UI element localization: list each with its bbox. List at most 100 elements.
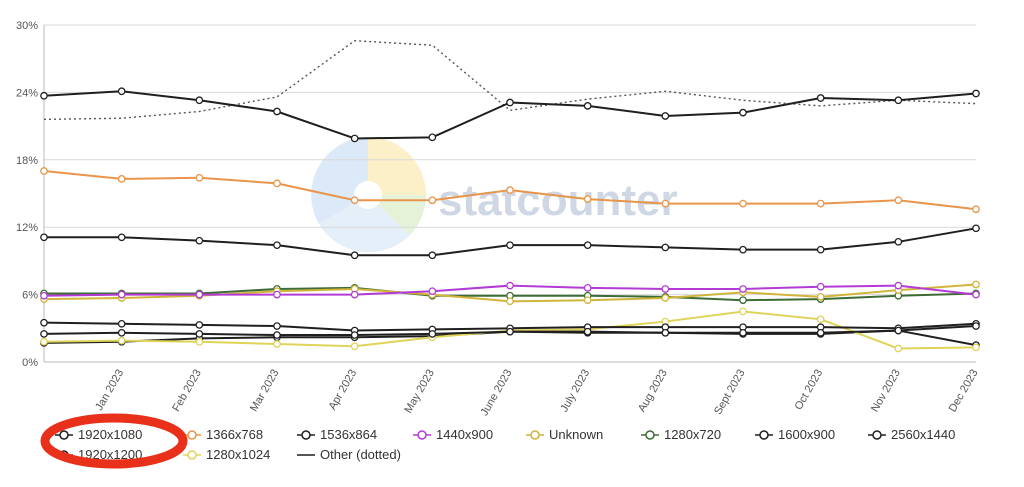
series-line[interactable] (43, 40, 977, 121)
data-point[interactable] (195, 330, 204, 338)
data-point[interactable] (661, 112, 670, 120)
data-point[interactable] (350, 196, 359, 205)
data-point[interactable] (894, 281, 903, 290)
data-point[interactable] (350, 290, 359, 299)
data-point[interactable] (816, 245, 825, 254)
data-point[interactable] (117, 290, 126, 299)
data-point[interactable] (350, 342, 359, 351)
data-point[interactable] (350, 134, 359, 143)
data-point[interactable] (894, 237, 903, 246)
data-point[interactable] (972, 89, 980, 98)
legend-item[interactable]: 2560x1440 (868, 427, 955, 442)
legend-item[interactable]: Other (dotted) (297, 447, 401, 462)
data-point[interactable] (40, 291, 48, 300)
data-point[interactable] (739, 108, 747, 117)
data-point[interactable] (40, 167, 48, 175)
data-point[interactable] (273, 322, 281, 330)
legend-item[interactable]: 1280x720 (641, 427, 721, 442)
data-point[interactable] (195, 321, 204, 329)
series-1366x768[interactable] (40, 167, 980, 214)
legend-item[interactable]: 1536x864 (297, 427, 377, 442)
data-point[interactable] (117, 328, 126, 337)
legend-item[interactable]: Unknown (526, 427, 603, 442)
data-point[interactable] (117, 87, 126, 96)
data-point[interactable] (506, 241, 514, 250)
data-point[interactable] (816, 199, 825, 208)
data-point[interactable] (428, 196, 437, 205)
data-point[interactable] (583, 195, 592, 203)
data-point[interactable] (972, 343, 980, 352)
data-point[interactable] (972, 205, 980, 214)
data-point[interactable] (894, 326, 903, 335)
data-point[interactable] (661, 285, 670, 293)
data-point[interactable] (972, 224, 980, 233)
legend-item[interactable]: 1280x1024 (183, 447, 270, 462)
data-point[interactable] (117, 233, 126, 242)
data-point[interactable] (40, 330, 48, 338)
data-point[interactable] (506, 281, 514, 290)
series-1536x864[interactable] (40, 224, 980, 260)
data-point[interactable] (894, 96, 903, 105)
data-point[interactable] (428, 330, 437, 338)
data-point[interactable] (506, 186, 514, 194)
data-point[interactable] (583, 284, 592, 292)
legend-item[interactable]: 1440x900 (413, 427, 493, 442)
series-1440x900[interactable] (40, 281, 980, 300)
data-point[interactable] (40, 233, 48, 242)
data-point[interactable] (506, 327, 514, 336)
series-other-dotted-[interactable] (43, 40, 977, 121)
data-point[interactable] (739, 245, 747, 254)
legend[interactable]: 1920x1080 1366x768 1536x864 1440x900 Unknown… (55, 427, 955, 462)
data-point[interactable] (273, 241, 281, 250)
data-point[interactable] (195, 173, 204, 182)
legend-item[interactable]: 1366x768 (183, 427, 263, 442)
data-point[interactable] (661, 328, 670, 337)
data-point[interactable] (117, 175, 126, 183)
data-point[interactable] (739, 285, 747, 293)
data-point[interactable] (816, 282, 825, 291)
data-point[interactable] (816, 292, 825, 301)
data-point[interactable] (661, 294, 670, 302)
data-point[interactable] (816, 94, 825, 102)
legend-item[interactable]: 1920x1080 (55, 427, 142, 442)
data-point[interactable] (583, 296, 592, 305)
data-point[interactable] (739, 296, 747, 305)
data-point[interactable] (816, 315, 825, 324)
data-point[interactable] (583, 241, 592, 250)
data-point[interactable] (739, 307, 747, 316)
data-point[interactable] (117, 336, 126, 345)
data-point[interactable] (894, 196, 903, 205)
data-point[interactable] (583, 327, 592, 336)
legend-item[interactable]: 1600x900 (755, 427, 835, 442)
data-point[interactable] (195, 290, 204, 299)
data-point[interactable] (350, 331, 359, 339)
data-point[interactable] (506, 98, 514, 107)
data-point[interactable] (273, 340, 281, 348)
data-point[interactable] (739, 199, 747, 208)
series-1600x900[interactable] (40, 322, 980, 339)
data-point[interactable] (273, 179, 281, 188)
series-line[interactable] (43, 90, 977, 140)
data-point[interactable] (117, 319, 126, 328)
data-point[interactable] (583, 102, 592, 110)
data-point[interactable] (40, 91, 48, 100)
data-point[interactable] (972, 290, 980, 299)
data-point[interactable] (195, 337, 204, 346)
data-point[interactable] (816, 328, 825, 337)
data-point[interactable] (350, 251, 359, 260)
data-point[interactable] (195, 236, 204, 245)
data-point[interactable] (40, 318, 48, 327)
data-point[interactable] (894, 344, 903, 353)
data-point[interactable] (273, 290, 281, 299)
data-point[interactable] (273, 331, 281, 339)
data-point[interactable] (428, 251, 437, 260)
data-point[interactable] (428, 133, 437, 142)
data-point[interactable] (506, 297, 514, 306)
data-point[interactable] (972, 280, 980, 289)
data-point[interactable] (661, 199, 670, 208)
data-point[interactable] (195, 96, 204, 105)
data-point[interactable] (428, 287, 437, 296)
series-1920x1080[interactable] (40, 87, 980, 143)
data-point[interactable] (661, 243, 670, 252)
data-point[interactable] (273, 107, 281, 116)
